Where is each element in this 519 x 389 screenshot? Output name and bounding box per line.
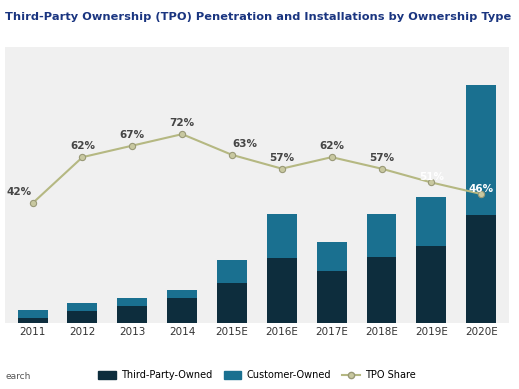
Bar [466,216,496,323]
Bar [117,306,147,323]
Text: 62%: 62% [70,141,95,151]
Bar [18,310,48,318]
Bar [366,214,397,257]
Text: 51%: 51% [419,172,444,182]
Text: 67%: 67% [120,130,145,140]
Text: 57%: 57% [269,152,294,163]
Bar [416,197,446,246]
Text: 72%: 72% [170,118,195,128]
Bar [117,298,147,306]
Bar [167,290,197,298]
Text: Third-Party Ownership (TPO) Penetration and Installations by Ownership Type: Third-Party Ownership (TPO) Penetration … [5,12,511,22]
Bar [267,214,297,258]
Text: 57%: 57% [369,152,394,163]
Text: earch: earch [5,372,31,381]
Bar [466,85,496,216]
Bar [366,257,397,323]
Bar [67,311,98,323]
Bar [267,258,297,323]
Bar [416,246,446,323]
Legend: Third-Party-Owned, Customer-Owned, TPO Share: Third-Party-Owned, Customer-Owned, TPO S… [94,366,419,384]
Bar [217,260,247,283]
Bar [317,271,347,323]
Text: 42%: 42% [6,187,31,197]
Bar [167,298,197,323]
Bar [217,283,247,323]
Bar [18,318,48,323]
Text: 62%: 62% [319,141,344,151]
Bar [67,303,98,311]
Text: 46%: 46% [469,184,494,194]
Text: 63%: 63% [232,139,257,149]
Bar [317,242,347,271]
